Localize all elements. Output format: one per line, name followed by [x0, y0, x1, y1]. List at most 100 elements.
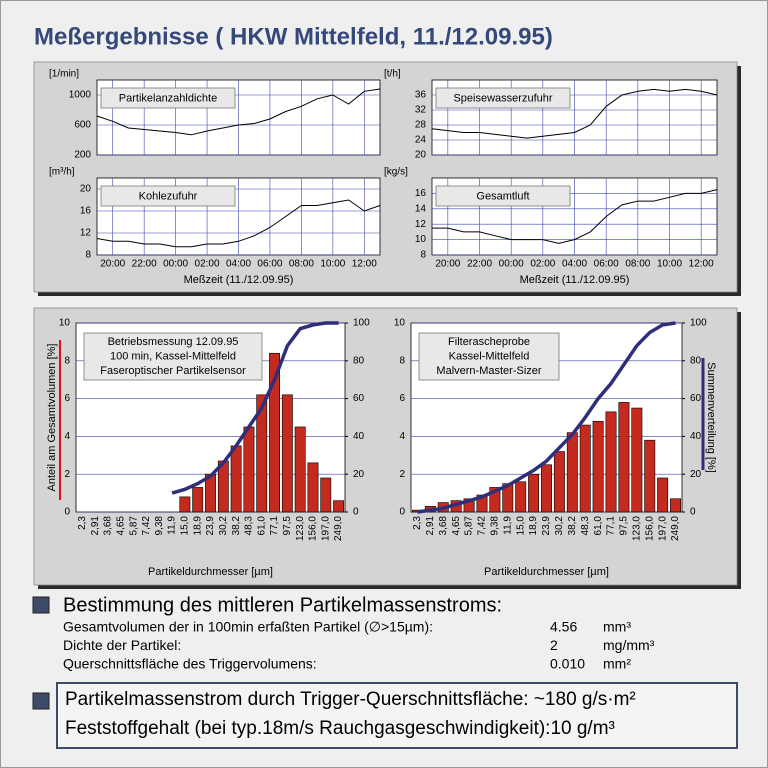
bar	[528, 473, 540, 513]
y-tick-label: 1000	[69, 90, 92, 101]
bar	[618, 402, 630, 513]
bullet	[32, 692, 50, 710]
x-tick-label: 61,0	[256, 516, 267, 536]
y-tick-label: 8	[64, 355, 70, 366]
annotation: 100 min, Kassel-Mittelfeld	[110, 350, 236, 362]
x-tick-label: 12:00	[352, 259, 377, 270]
summary-cell: mm³	[603, 619, 631, 635]
bar	[307, 462, 319, 513]
y-unit: [kg/s]	[384, 167, 408, 178]
x-axis-label: Meßzeit (11./12.09.95)	[520, 274, 630, 286]
x-tick-label: 00:00	[499, 259, 524, 270]
series-line	[432, 189, 718, 244]
x-tick-label: 2,3	[77, 516, 88, 530]
result-line: Feststoffgehalt (bei typ.18m/s Rauchgasg…	[65, 718, 615, 739]
x-tick-label: 18,9	[528, 516, 539, 536]
legend-box	[435, 185, 571, 207]
bar	[230, 445, 242, 513]
cumulative-line	[171, 321, 339, 495]
x-tick-label: 197,0	[657, 516, 668, 541]
x-tick-label: 11,9	[167, 516, 178, 535]
x-tick-label: 06:00	[594, 259, 619, 270]
summary-cell: 4.56	[550, 619, 577, 635]
y2-tick-label: 60	[690, 393, 702, 404]
cumulative-line	[417, 321, 676, 514]
summary-cell: Querschnittsfläche des Triggervolumens:	[63, 656, 317, 672]
bar	[553, 451, 565, 513]
y2-tick-label: 60	[353, 393, 365, 404]
bar	[644, 439, 656, 513]
summary-cell: Dichte der Partikel:	[63, 637, 181, 653]
bar	[489, 487, 501, 513]
section-heading: Bestimmung des mittleren Partikelmassens…	[63, 594, 502, 616]
x-tick-label: 20:00	[100, 259, 125, 270]
bar	[294, 426, 306, 513]
x-tick-label: 06:00	[257, 259, 282, 270]
x-tick-label: 23,9	[541, 516, 552, 536]
x-tick-label: 4,65	[451, 516, 462, 536]
y-tick-label: 14	[415, 203, 427, 214]
x-tick-label: 10:00	[657, 259, 682, 270]
y-tick-label: 32	[415, 105, 427, 116]
y-unit: [t/h]	[384, 69, 401, 80]
x-tick-label: 97,5	[282, 516, 293, 536]
x-tick-label: 197,0	[320, 516, 331, 541]
bar	[256, 394, 268, 513]
y-tick-label: 12	[80, 228, 92, 239]
summary-cell: 2	[550, 637, 558, 653]
summary-cell: mg/mm³	[603, 637, 655, 653]
y2-tick-label: 40	[353, 431, 365, 442]
x-tick-label: 00:00	[163, 259, 188, 270]
bar	[333, 500, 345, 513]
x-tick-label: 08:00	[625, 259, 650, 270]
x-tick-label: 156,0	[644, 516, 655, 541]
annotation: Kassel-Mittelfeld	[449, 350, 530, 362]
y2-tick-label: 100	[353, 318, 370, 329]
x-tick-label: 18,9	[192, 516, 203, 536]
x-tick-label: 02:00	[195, 259, 220, 270]
x-tick-label: 23,9	[205, 516, 216, 536]
y-tick-label: 8	[85, 250, 91, 261]
y-tick-label: 12	[415, 219, 427, 230]
annotation: Betriebsmessung 12.09.95	[108, 336, 239, 348]
x-tick-label: 4,65	[115, 516, 126, 536]
y-tick-label: 28	[415, 120, 427, 131]
y-tick-label: 16	[415, 188, 427, 199]
x-tick-label: 2,91	[90, 516, 101, 536]
x-tick-label: 04:00	[562, 259, 587, 270]
bar	[192, 487, 204, 513]
x-tick-label: 04:00	[226, 259, 251, 270]
y-tick-label: 6	[399, 393, 405, 404]
x-tick-label: 3,68	[103, 516, 114, 536]
x-tick-label: 08:00	[289, 259, 314, 270]
x-tick-label: 5,87	[128, 516, 139, 536]
summary-cell: mm²	[603, 656, 631, 672]
series-line	[96, 199, 381, 248]
x-tick-label: 15,0	[515, 516, 526, 536]
x-tick-label: 5,87	[464, 516, 475, 536]
x-tick-label: 3,68	[438, 516, 449, 536]
result-line: Partikelmassenstrom durch Trigger-Quersc…	[65, 689, 636, 710]
x-tick-label: 123,0	[631, 516, 642, 541]
y2-tick-label: 100	[690, 318, 707, 329]
legend-box	[100, 87, 236, 109]
bar	[179, 496, 191, 513]
y-unit: [1/min]	[49, 69, 79, 80]
x-tick-label: 249,0	[333, 516, 344, 541]
x-tick-label: 22:00	[467, 259, 492, 270]
legend-label: Partikelanzahldichte	[119, 92, 217, 104]
x-tick-label: 156,0	[308, 516, 319, 541]
y-tick-label: 6	[64, 393, 70, 404]
y-tick-label: 2	[64, 469, 70, 480]
y-tick-label: 20	[80, 184, 92, 195]
y-tick-label: 4	[64, 431, 70, 442]
y-axis-label: Anteil am Gesamtvolumen [%]	[46, 344, 58, 492]
x-tick-label: 20:00	[435, 259, 460, 270]
y2-tick-label: 80	[353, 355, 365, 366]
x-tick-label: 7,42	[477, 516, 488, 536]
legend-box	[100, 185, 236, 207]
bar	[631, 407, 643, 513]
bar	[320, 477, 332, 513]
y-tick-label: 200	[74, 150, 91, 161]
